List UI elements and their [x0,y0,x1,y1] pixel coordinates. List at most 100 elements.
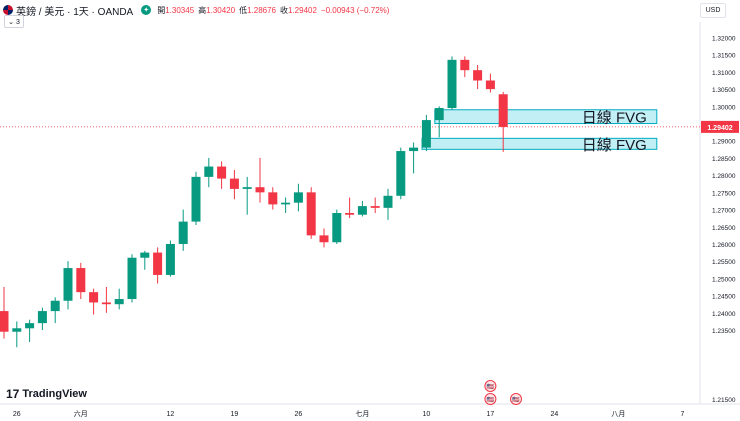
tv-logo-text: TradingView [22,388,87,400]
candle-body [76,268,86,293]
ohlc-value: −0.00943 (−0.72%) [320,5,390,15]
candle-body [434,108,444,121]
candle-body [101,302,111,305]
last-price-label: 1.29402 [707,125,732,132]
fvg-zone [434,109,658,125]
fvg-zone [421,137,658,150]
price-tick-label: 1.31500 [712,53,736,60]
price-tick-label: 1.29000 [712,139,736,146]
price-tick-label: 1.30000 [712,104,736,111]
candle-body [421,120,431,148]
price-tick-label: 1.26500 [712,225,736,232]
candle-body [217,166,227,179]
tradingview-logo: 17 TradingView [6,387,87,401]
ohlc-label: 收 [280,5,288,15]
symbol-title[interactable]: 英鎊 / 美元 · 1天 · OANDA [16,6,134,18]
price-tick-label: 1.29500 [712,122,736,129]
fvg-label: 日線 FVG [582,110,647,127]
price-tick-label: 1.28500 [712,156,736,163]
candle-body [383,195,393,208]
candle-body [281,202,291,205]
candle-body [498,94,508,127]
ohlc-label: 高 [198,5,207,15]
time-tick-label: 17 [487,411,495,418]
us-flag-icon: 🇺🇸 [487,383,495,391]
candle-body [50,300,60,312]
candle-body [357,206,367,215]
candle-body [127,257,137,300]
candle-body [319,235,329,243]
price-tick-label: 1.30500 [712,87,736,94]
price-tick-label: 1.26000 [712,242,736,249]
price-tick-label: 1.24000 [712,311,736,318]
candle-body [153,252,163,275]
us-flag-icon: 🇺🇸 [512,396,520,404]
price-tick-label: 1.24500 [712,294,736,301]
candle-body [332,213,342,243]
time-tick-label: 八月 [611,410,625,418]
ohlc-value: 1.29402 [288,5,317,15]
candle-body [63,268,73,301]
candle-body [191,176,201,222]
candle-body [12,328,22,332]
price-tick-label: 1.25500 [712,259,736,266]
price-tick-label: 1.27000 [712,208,736,215]
candle-body [396,151,406,196]
market-status-icon: ✦ [141,5,152,15]
time-tick-label: 26 [13,411,21,418]
candle-body [242,187,252,189]
candle-body [178,221,188,244]
price-tick-label: 1.23500 [712,328,736,335]
price-tick-label: 1.27500 [712,190,736,197]
fvg-label: 日線 FVG [582,137,647,154]
candle-body [255,187,265,193]
ohlc-label: 低 [239,5,248,15]
indicator-collapse-button[interactable]: ⌄ 3 [4,15,24,28]
time-tick-label: 10 [423,411,431,418]
us-flag-icon: 🇺🇸 [487,396,495,404]
time-tick-label: 26 [295,411,303,418]
economic-event-icon [484,380,497,392]
time-tick-label: 七月 [355,409,369,418]
economic-event-icon [510,393,522,405]
candle-body [268,192,278,205]
chart-header: 英鎊 / 美元 · 1天 · OANDA ✦ 開1.30345 高1.30420 低… [0,0,700,20]
currency-selector[interactable]: USD [700,3,726,18]
candle-body [37,311,47,324]
candle-body [89,292,99,303]
price-tick-label: 1.21500 [712,397,736,404]
ohlc-label: 開 [157,5,166,15]
economic-event-icon [484,393,497,405]
candle-body [473,70,483,81]
candle-body [293,192,303,203]
price-tick-label: 1.32000 [712,35,736,42]
candle-body [165,243,175,275]
candle-body [345,213,355,215]
ohlc-value: 1.30345 [165,5,195,15]
candle-body [485,80,495,90]
candle-body [229,178,239,189]
candle-body [204,166,214,177]
tv-logo-mark: 17 [6,387,20,401]
time-tick-label: 19 [231,411,239,418]
candle-body [306,192,316,236]
ohlc-values: 開1.30345 高1.30420 低1.28676 收1.29402 −0.00943… [157,5,393,16]
candle-body [140,252,150,258]
time-tick-label: 12 [167,411,175,418]
price-tick-label: 1.25000 [712,276,736,283]
time-tick-label: 24 [551,411,559,418]
gbp-flag-icon [3,5,13,15]
candle-body [460,59,470,71]
time-tick-label: 7 [680,411,684,418]
candle-body [447,59,457,109]
candle-body [114,299,124,305]
candle-body [409,147,419,152]
candle-body [25,323,35,329]
price-tick-label: 1.31000 [712,70,736,77]
time-tick-label: 六月 [74,409,88,418]
last-price-tag [701,120,739,133]
price-tick-label: 1.28000 [712,173,736,180]
candle-body [370,206,380,208]
ohlc-value: 1.30420 [206,5,236,15]
